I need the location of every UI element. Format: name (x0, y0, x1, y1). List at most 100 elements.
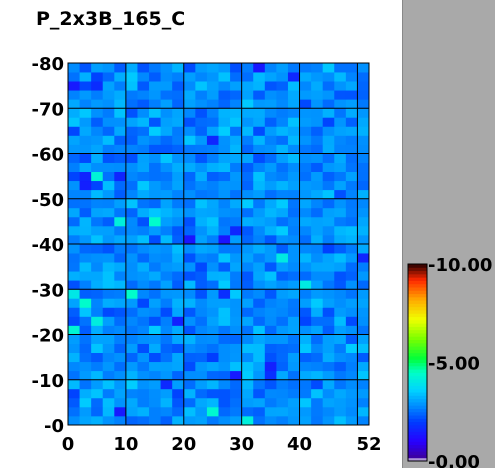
heatmap-cell (345, 370, 358, 381)
heatmap-cell (149, 171, 162, 182)
heatmap-cell (218, 379, 231, 390)
heatmap-cell (287, 225, 300, 236)
heatmap-cell (91, 361, 104, 372)
heatmap-cell (206, 253, 219, 263)
heatmap-cell (230, 271, 243, 281)
heatmap-cell (287, 117, 300, 127)
heatmap-cell (114, 72, 127, 82)
heatmap-cell (125, 388, 138, 399)
heatmap-cell (149, 298, 162, 308)
heatmap-cell (357, 207, 370, 218)
heatmap-cell (218, 225, 231, 236)
heatmap-cell (149, 108, 162, 118)
heatmap-cell (253, 117, 266, 127)
colorbar-swatch (408, 428, 427, 432)
heatmap-cell (149, 99, 162, 109)
heatmap-cell (68, 316, 80, 326)
heatmap-cell (334, 244, 347, 254)
heatmap-cell (149, 180, 162, 191)
heatmap-cell (241, 171, 254, 182)
heatmap-cell (91, 81, 104, 91)
heatmap-cell (345, 271, 358, 281)
heatmap-cell (102, 135, 115, 145)
heatmap-cell (311, 99, 324, 109)
heatmap-cell (287, 379, 300, 390)
heatmap-cell (183, 72, 196, 82)
heatmap-cell (357, 379, 370, 390)
heatmap-cell (114, 144, 127, 154)
heatmap-cell (206, 280, 219, 290)
heatmap-cell (102, 216, 115, 227)
heatmap-cell (345, 343, 358, 353)
heatmap-cell (172, 216, 185, 227)
grid-lines (68, 63, 369, 425)
heatmap-cell (345, 207, 358, 218)
heatmap-cell (218, 189, 231, 200)
heatmap-cell (287, 298, 300, 308)
heatmap-cell (264, 379, 277, 390)
heatmap-cell (311, 117, 324, 127)
heatmap-cell (91, 397, 104, 408)
heatmap-cell (311, 298, 324, 308)
heatmap-cell (183, 397, 196, 408)
heatmap-cell (68, 397, 80, 408)
heatmap-cell (345, 334, 358, 344)
heatmap-cell (253, 289, 266, 299)
heatmap-cell (206, 108, 219, 118)
heatmap-cell (114, 271, 127, 281)
heatmap-cell (276, 361, 289, 372)
heatmap-cell (160, 144, 173, 154)
heatmap-cell (172, 370, 185, 381)
heatmap-cell (114, 180, 127, 191)
colorbar-swatch (408, 346, 427, 350)
heatmap-cell (345, 244, 358, 254)
heatmap-cell (357, 289, 370, 299)
heatmap-cell (357, 144, 370, 154)
heatmap-cell (149, 63, 162, 73)
heatmap-cell (345, 189, 358, 200)
heatmap-cell (206, 352, 219, 363)
heatmap-cell (334, 171, 347, 182)
heatmap-cell (253, 262, 266, 272)
colorbar-swatch (408, 273, 427, 278)
heatmap-cell (218, 406, 231, 417)
heatmap-cell (276, 135, 289, 145)
heatmap-cell (183, 153, 196, 163)
heatmap-cell (253, 334, 266, 344)
colorbar-swatch (408, 329, 427, 334)
heatmap-cell (160, 189, 173, 200)
heatmap-cell (125, 361, 138, 372)
heatmap-cell (91, 72, 104, 82)
heatmap-cell (241, 198, 254, 209)
colorbar-swatch (408, 313, 427, 318)
heatmap-cell (160, 180, 173, 191)
heatmap-cell (149, 316, 162, 326)
heatmap-cell (183, 117, 196, 127)
heatmap-cell (68, 253, 80, 263)
heatmap-cell (195, 99, 208, 109)
colorbar-swatch (408, 336, 427, 341)
heatmap-cell (276, 298, 289, 308)
heatmap-cell (357, 216, 370, 227)
y-tick-label: -70 (31, 99, 64, 120)
heatmap-cell (91, 352, 104, 363)
heatmap-cell (160, 207, 173, 218)
colorbar-swatch (408, 375, 427, 380)
heatmap-cell (160, 99, 173, 109)
heatmap-cell (183, 343, 196, 353)
heatmap-cell (102, 126, 115, 136)
x-tick-label: 10 (113, 434, 138, 455)
heatmap-cell (334, 388, 347, 399)
heatmap-cell (334, 63, 347, 73)
heatmap-cell (322, 171, 335, 182)
colorbar-swatch (408, 286, 427, 291)
heatmap-cell (79, 126, 92, 136)
heatmap-cell (68, 289, 80, 299)
heatmap-cell (114, 225, 127, 236)
heatmap-cell (172, 253, 185, 263)
heatmap-cell (218, 81, 231, 91)
heatmap-cell (264, 343, 277, 353)
heatmap-cell (149, 415, 162, 426)
heatmap-cell (357, 81, 370, 91)
